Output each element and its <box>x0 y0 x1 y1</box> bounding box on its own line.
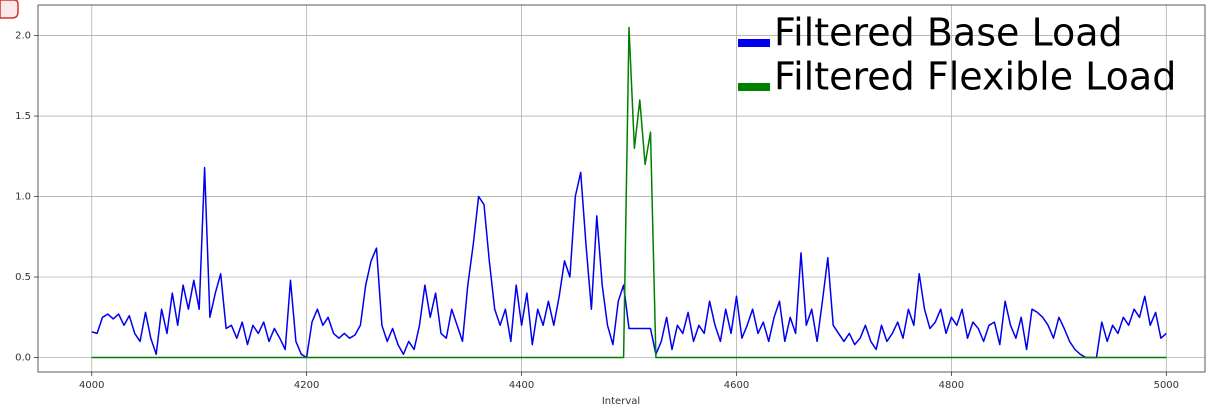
legend-swatch <box>738 39 770 47</box>
x-tick-label: 4000 <box>79 380 104 391</box>
series-line <box>91 166 1167 359</box>
x-axis-label: Interval <box>602 396 640 407</box>
corner-badge <box>0 0 19 19</box>
x-tick-label: 4400 <box>509 380 534 391</box>
x-tick-label: 4800 <box>939 380 964 391</box>
y-tick-label: 1.0 <box>15 192 31 203</box>
x-tick-label: 4200 <box>294 380 319 391</box>
y-tick-label: 0.5 <box>15 272 31 283</box>
y-tick-label: 2.0 <box>15 31 31 42</box>
x-tick-label: 5000 <box>1154 380 1179 391</box>
x-tick-label: 4600 <box>724 380 749 391</box>
y-tick-label: 1.5 <box>15 111 31 122</box>
legend-label: Filtered Base Load <box>774 11 1123 55</box>
legend-swatch <box>738 83 770 91</box>
series-line <box>91 26 1167 359</box>
legend-label: Filtered Flexible Load <box>774 55 1176 99</box>
plot-frame <box>37 4 1206 373</box>
y-tick-label: 0.0 <box>15 353 31 364</box>
